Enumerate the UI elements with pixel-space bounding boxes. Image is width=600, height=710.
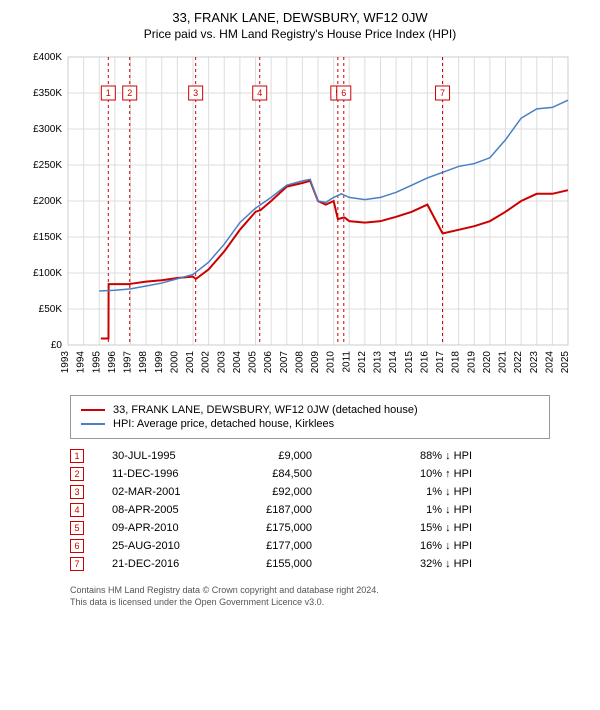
chart-svg: £0 £50K £100K £150K £200K £250K £300K £350K £400…	[20, 49, 580, 389]
svg-text:2005: 2005	[248, 351, 259, 374]
transaction-delta: 15% ↓ HPI	[352, 522, 472, 534]
svg-text:2003: 2003	[216, 351, 227, 374]
transaction-delta: 32% ↓ HPI	[352, 558, 472, 570]
svg-text:2012: 2012	[357, 351, 368, 374]
svg-text:2016: 2016	[419, 351, 430, 374]
svg-text:2006: 2006	[263, 351, 274, 374]
transaction-row: 6 25-AUG-2010£177,00016% ↓ HPI	[70, 539, 580, 553]
svg-text:1995: 1995	[91, 351, 102, 374]
svg-text:2021: 2021	[498, 351, 509, 374]
legend-swatch	[81, 409, 105, 412]
svg-text:2019: 2019	[466, 351, 477, 374]
svg-text:7: 7	[440, 88, 445, 98]
svg-text:1998: 1998	[138, 351, 149, 374]
svg-text:1994: 1994	[76, 351, 87, 374]
transaction-price: £155,000	[242, 558, 352, 570]
transaction-delta: 88% ↓ HPI	[352, 450, 472, 462]
legend-label: HPI: Average price, detached house, Kirk…	[113, 418, 334, 430]
transaction-marker: 5	[70, 521, 84, 535]
svg-text:1997: 1997	[123, 351, 134, 374]
chart-subtitle: Price paid vs. HM Land Registry's House …	[20, 27, 580, 41]
transaction-marker: 6	[70, 539, 84, 553]
transaction-price: £92,000	[242, 486, 352, 498]
transaction-row: 4 08-APR-2005£187,0001% ↓ HPI	[70, 503, 580, 517]
footer-credits: Contains HM Land Registry data © Crown c…	[70, 585, 580, 608]
svg-text:2017: 2017	[435, 351, 446, 374]
transaction-price: £9,000	[242, 450, 352, 462]
transaction-marker: 4	[70, 503, 84, 517]
transaction-price: £187,000	[242, 504, 352, 516]
transaction-row: 3 02-MAR-2001£92,0001% ↓ HPI	[70, 485, 580, 499]
transaction-marker: 2	[70, 467, 84, 481]
svg-text:£350K: £350K	[33, 88, 62, 99]
legend-box: 33, FRANK LANE, DEWSBURY, WF12 0JW (deta…	[70, 395, 550, 439]
legend-item: HPI: Average price, detached house, Kirk…	[81, 418, 539, 430]
transaction-price: £177,000	[242, 540, 352, 552]
transaction-price: £84,500	[242, 468, 352, 480]
transaction-table: 130-JUL-1995£9,00088% ↓ HPI211-DEC-1996£…	[70, 449, 580, 571]
svg-text:2015: 2015	[404, 351, 415, 374]
transaction-row: 5 09-APR-2010£175,00015% ↓ HPI	[70, 521, 580, 535]
chart-title: 33, FRANK LANE, DEWSBURY, WF12 0JW	[20, 10, 580, 25]
transaction-row: 1 30-JUL-1995£9,00088% ↓ HPI	[70, 449, 580, 463]
footer-line-1: Contains HM Land Registry data © Crown c…	[70, 585, 580, 597]
svg-text:£100K: £100K	[33, 268, 62, 279]
svg-text:2018: 2018	[451, 351, 462, 374]
transaction-delta: 10% ↑ HPI	[352, 468, 472, 480]
svg-text:£50K: £50K	[39, 304, 63, 315]
svg-text:6: 6	[341, 88, 346, 98]
svg-text:£400K: £400K	[33, 52, 62, 63]
svg-text:2008: 2008	[294, 351, 305, 374]
svg-text:1: 1	[106, 88, 111, 98]
legend-swatch	[81, 423, 105, 425]
svg-text:£250K: £250K	[33, 160, 62, 171]
transaction-delta: 16% ↓ HPI	[352, 540, 472, 552]
transaction-marker: 1	[70, 449, 84, 463]
transaction-delta: 1% ↓ HPI	[352, 486, 472, 498]
svg-text:2004: 2004	[232, 351, 243, 374]
transaction-date: 21-DEC-2016	[112, 558, 242, 570]
svg-text:4: 4	[257, 88, 262, 98]
svg-text:2001: 2001	[185, 351, 196, 374]
svg-text:£200K: £200K	[33, 196, 62, 207]
svg-text:2025: 2025	[560, 351, 571, 374]
transaction-delta: 1% ↓ HPI	[352, 504, 472, 516]
svg-text:2010: 2010	[326, 351, 337, 374]
transaction-date: 11-DEC-1996	[112, 468, 242, 480]
transaction-date: 30-JUL-1995	[112, 450, 242, 462]
svg-text:3: 3	[193, 88, 198, 98]
svg-text:1993: 1993	[60, 351, 71, 374]
svg-text:£150K: £150K	[33, 232, 62, 243]
svg-text:2009: 2009	[310, 351, 321, 374]
transaction-date: 09-APR-2010	[112, 522, 242, 534]
svg-text:2: 2	[127, 88, 132, 98]
svg-text:2002: 2002	[201, 351, 212, 374]
legend-item: 33, FRANK LANE, DEWSBURY, WF12 0JW (deta…	[81, 404, 539, 416]
transaction-price: £175,000	[242, 522, 352, 534]
svg-text:2013: 2013	[373, 351, 384, 374]
transaction-date: 08-APR-2005	[112, 504, 242, 516]
svg-text:2023: 2023	[529, 351, 540, 374]
svg-text:2022: 2022	[513, 351, 524, 374]
transaction-date: 02-MAR-2001	[112, 486, 242, 498]
transaction-date: 25-AUG-2010	[112, 540, 242, 552]
transaction-marker: 7	[70, 557, 84, 571]
svg-text:1999: 1999	[154, 351, 165, 374]
svg-text:1996: 1996	[107, 351, 118, 374]
chart-area: £0 £50K £100K £150K £200K £250K £300K £350K £400…	[20, 49, 580, 389]
svg-text:£0: £0	[51, 340, 63, 351]
svg-text:£300K: £300K	[33, 124, 62, 135]
footer-line-2: This data is licensed under the Open Gov…	[70, 597, 580, 609]
svg-text:2011: 2011	[341, 351, 352, 373]
transaction-row: 7 21-DEC-2016£155,00032% ↓ HPI	[70, 557, 580, 571]
svg-text:2014: 2014	[388, 351, 399, 374]
svg-text:2007: 2007	[279, 351, 290, 374]
svg-text:2020: 2020	[482, 351, 493, 374]
transaction-marker: 3	[70, 485, 84, 499]
legend-label: 33, FRANK LANE, DEWSBURY, WF12 0JW (deta…	[113, 404, 418, 416]
svg-text:2000: 2000	[169, 351, 180, 374]
svg-text:2024: 2024	[544, 351, 555, 374]
transaction-row: 2 11-DEC-1996£84,50010% ↑ HPI	[70, 467, 580, 481]
